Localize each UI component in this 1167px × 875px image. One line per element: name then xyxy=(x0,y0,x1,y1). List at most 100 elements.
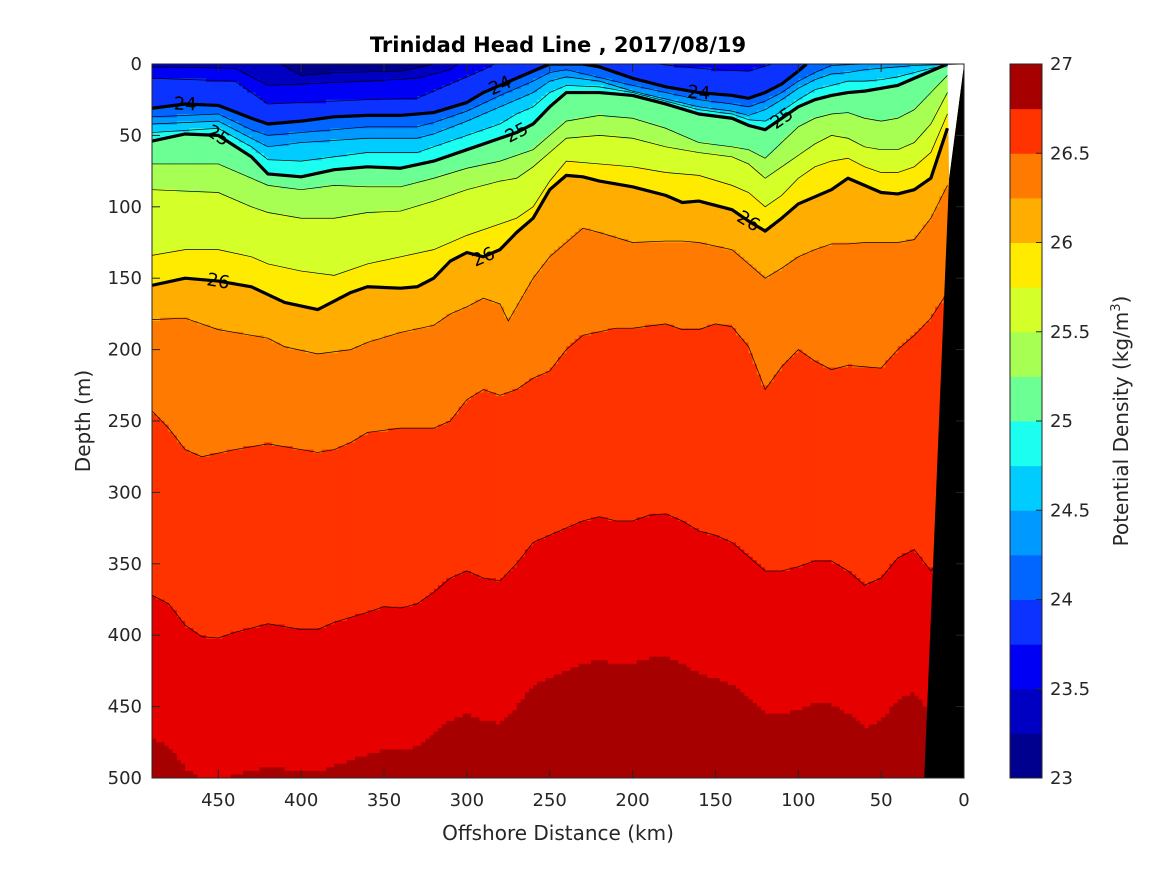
contour-fill-cell xyxy=(553,88,559,101)
contour-fill-cell xyxy=(454,64,460,83)
contour-fill-cell xyxy=(877,367,882,579)
contour-fill-cell xyxy=(317,628,323,772)
contour-fill-cell xyxy=(537,78,543,90)
contour-fill-cell xyxy=(367,153,373,169)
contour-fill-cell xyxy=(553,185,559,251)
contour-fill-cell xyxy=(475,71,480,97)
contour-fill-cell xyxy=(350,617,356,761)
contour-fill-cell xyxy=(297,188,302,219)
contour-fill-cell xyxy=(885,360,891,572)
contour-fill-cell xyxy=(355,71,360,83)
x-tick-label: 200 xyxy=(615,790,649,811)
contour-fill-cell xyxy=(251,78,257,94)
contour-fill-cell xyxy=(156,78,161,108)
contour-fill-cell xyxy=(259,260,265,294)
contour-fill-cell xyxy=(255,121,261,133)
contour-fill-cell xyxy=(715,678,721,778)
contour-fill-cell xyxy=(603,517,609,661)
contour-fill-cell xyxy=(881,78,886,90)
contour-fill-cell xyxy=(678,64,683,69)
contour-fill-cell xyxy=(508,117,514,136)
contour-fill-cell xyxy=(243,64,248,76)
contour-fill-cell xyxy=(752,153,758,169)
contour-fill-cell xyxy=(794,71,799,83)
contour-fill-cell xyxy=(429,735,435,778)
contour-fill-cell xyxy=(185,249,190,279)
contour-fill-cell xyxy=(504,392,509,576)
contour-fill-cell xyxy=(707,153,712,179)
contour-fill-cell xyxy=(421,281,427,329)
contour-fill-cell xyxy=(520,74,526,87)
contour-fill-cell xyxy=(595,181,601,233)
contour-fill-cell xyxy=(529,545,534,690)
contour-fill-cell xyxy=(350,267,356,294)
contour-fill-cell xyxy=(280,445,286,626)
contour-fill-cell xyxy=(839,92,845,115)
contour-fill-cell xyxy=(553,128,559,147)
contour-fill-cell xyxy=(371,185,377,215)
contour-fill-cell xyxy=(301,103,306,122)
contour-fill-cell xyxy=(437,424,443,586)
contour-fill-cell xyxy=(442,424,447,583)
contour-fill-cell xyxy=(827,160,833,190)
contour-fill-cell xyxy=(512,710,518,778)
contour-fill-cell xyxy=(276,445,282,626)
contour-fill-cell xyxy=(201,192,207,251)
contour-fill-cell xyxy=(367,263,373,286)
contour-fill-cell xyxy=(682,103,688,108)
contour-fill-cell xyxy=(678,242,683,329)
contour-fill-cell xyxy=(616,85,621,90)
contour-fill-cell xyxy=(727,685,733,778)
contour-fill-cell xyxy=(350,128,356,140)
contour-fill-cell xyxy=(168,188,174,254)
contour-fill-cell xyxy=(487,228,493,254)
contour-fill-cell xyxy=(375,99,381,115)
contour-fill-cell xyxy=(193,64,199,69)
contour-fill-cell xyxy=(284,64,290,69)
contour-fill-cell xyxy=(910,692,915,778)
contour-fill-cell xyxy=(160,78,166,108)
contour-fill-cell xyxy=(230,631,236,776)
contour-fill-cell xyxy=(703,153,708,179)
contour-fill-cell xyxy=(317,74,323,83)
contour-fill-cell xyxy=(698,92,704,101)
contour-fill-cell xyxy=(276,342,282,447)
contour-fill-cell xyxy=(843,242,849,369)
contour-fill-cell xyxy=(396,71,402,79)
contour-fill-cell xyxy=(400,749,406,778)
contour-fill-cell xyxy=(624,138,630,169)
contour-fill-cell xyxy=(251,131,257,140)
contour-fill-cell xyxy=(848,363,853,572)
contour-fill-cell xyxy=(885,121,891,151)
contour-fill-cell xyxy=(715,146,721,154)
contour-fill-cell xyxy=(205,163,211,194)
contour-fill-cell xyxy=(578,663,584,778)
contour-fill-cell xyxy=(454,717,460,778)
contour-fill-cell xyxy=(458,64,464,79)
contour-fill-cell xyxy=(268,767,273,778)
contour-fill-cell xyxy=(197,163,203,194)
contour-fill-cell xyxy=(243,256,248,286)
contour-fill-cell xyxy=(375,138,381,154)
contour-fill-cell xyxy=(885,67,891,79)
contour-fill-cell xyxy=(674,106,679,133)
contour-fill-cell xyxy=(558,64,563,72)
contour-fill-cell xyxy=(669,146,675,176)
y-tick-label: 150 xyxy=(108,268,142,289)
contour-fill-cell xyxy=(752,121,758,129)
contour-fill-cell xyxy=(462,188,468,236)
contour-fill-cell xyxy=(914,78,920,108)
contour-fill-cell xyxy=(218,121,224,129)
contour-fill-cell xyxy=(500,181,505,226)
contour-fill-cell xyxy=(359,128,364,140)
contour-fill-cell xyxy=(756,171,762,201)
contour-fill-cell xyxy=(400,428,406,608)
contour-fill-cell xyxy=(558,96,563,126)
contour-fill-cell xyxy=(686,524,692,668)
contour-fill-cell xyxy=(756,64,762,69)
contour-fill-cell xyxy=(379,64,385,72)
contour-fill-cell xyxy=(678,663,683,778)
contour-fill-cell xyxy=(189,128,195,136)
contour-fill-cell xyxy=(574,524,580,668)
contour-fill-cell xyxy=(769,106,775,119)
